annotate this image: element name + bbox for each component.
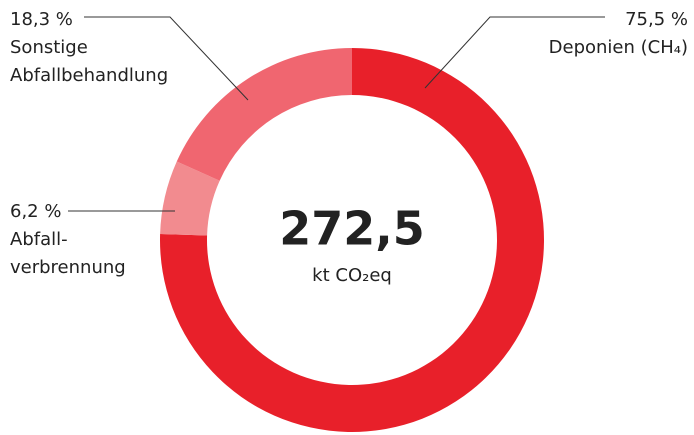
leader-line [424,16,605,89]
leader-line [84,16,249,101]
center-unit: kt CO₂eq [312,265,392,286]
slice-label: Abfallbehandlung [10,65,168,86]
value-label: 6,2 % [10,201,61,222]
slice-label: Deponien (CH₄) [549,37,688,58]
donut-slice [160,161,220,236]
value-label: 75,5 % [625,9,688,30]
center-value: 272,5 [279,202,425,256]
slice-label: Abfall- [10,229,68,250]
slice-label: Sonstige [10,37,88,58]
value-label: 18,3 % [10,9,73,30]
slice-label: verbrennung [10,257,126,278]
donut-slice [176,48,352,181]
